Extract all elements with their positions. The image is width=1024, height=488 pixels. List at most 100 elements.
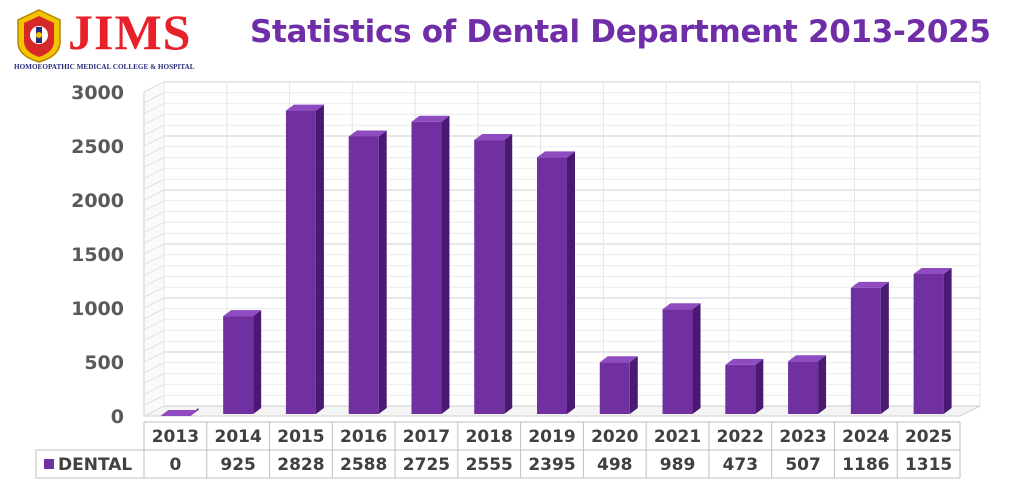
gridline-side bbox=[143, 383, 165, 395]
bar-front bbox=[913, 273, 944, 414]
logo-subtitle: HOMOEOPATHIC MEDICAL COLLEGE & HOSPITAL bbox=[14, 63, 195, 71]
bar bbox=[411, 115, 450, 414]
bar bbox=[599, 356, 638, 414]
gridline-side bbox=[143, 146, 165, 158]
gridline-side bbox=[143, 297, 165, 309]
bar-side bbox=[943, 267, 952, 414]
bar-front bbox=[285, 110, 316, 415]
bar-front bbox=[348, 136, 379, 414]
data-value-label: 498 bbox=[597, 455, 633, 475]
data-value-label: 2555 bbox=[466, 455, 513, 475]
x-category-label: 2022 bbox=[717, 427, 764, 447]
bar-side bbox=[567, 151, 575, 414]
y-tick-label: 1000 bbox=[71, 298, 124, 320]
gridline-side bbox=[143, 373, 165, 385]
bar-top bbox=[160, 410, 199, 416]
x-category-label: 2024 bbox=[842, 427, 889, 447]
data-value-label: 989 bbox=[660, 455, 696, 475]
data-value-label: 0 bbox=[169, 455, 181, 475]
bar-top bbox=[285, 104, 324, 111]
gridline-side bbox=[143, 308, 165, 320]
gridline-side bbox=[143, 340, 165, 352]
x-category-label: 2013 bbox=[152, 427, 199, 447]
bar-side bbox=[378, 130, 387, 414]
y-tick-label: 2000 bbox=[71, 190, 124, 212]
bar-side bbox=[629, 356, 638, 414]
bar bbox=[788, 355, 827, 414]
bar-top bbox=[223, 310, 262, 317]
x-category-label: 2014 bbox=[214, 427, 261, 447]
gridline-side bbox=[143, 394, 165, 406]
chart-title: Statistics of Dental Department 2013-202… bbox=[250, 14, 991, 50]
bar-top bbox=[850, 281, 889, 288]
x-category-label: 2025 bbox=[905, 427, 952, 447]
y-tick-label: 3000 bbox=[71, 82, 124, 104]
gridline-side bbox=[143, 405, 165, 417]
gridline-side bbox=[143, 319, 165, 331]
x-category-label: 2020 bbox=[591, 427, 638, 447]
gridline-side bbox=[143, 103, 165, 115]
bar-top bbox=[599, 356, 638, 363]
data-value-label: 507 bbox=[785, 455, 821, 475]
bar-front bbox=[411, 121, 442, 414]
bar-front bbox=[223, 316, 254, 414]
gridline-side bbox=[143, 329, 165, 341]
x-category-label: 2015 bbox=[277, 427, 324, 447]
bar bbox=[537, 151, 575, 414]
gridline-side bbox=[143, 92, 165, 104]
y-tick-label: 500 bbox=[84, 352, 124, 374]
bar-side bbox=[880, 281, 889, 414]
x-category-label: 2023 bbox=[779, 427, 826, 447]
x-category-label: 2016 bbox=[340, 427, 387, 447]
bar bbox=[474, 134, 513, 414]
bar-front bbox=[788, 361, 819, 414]
bar-top bbox=[788, 355, 827, 362]
y-tick-label: 0 bbox=[111, 406, 124, 428]
gridline-side bbox=[143, 189, 165, 201]
data-value-label: 2828 bbox=[277, 455, 324, 475]
bar-top bbox=[662, 303, 701, 310]
bar-side bbox=[692, 303, 701, 414]
bar-side bbox=[253, 310, 262, 414]
gridline-side bbox=[143, 157, 165, 169]
y-tick-label: 1500 bbox=[71, 244, 124, 266]
gridline-side bbox=[143, 243, 165, 255]
bar-front bbox=[662, 309, 693, 414]
bar bbox=[223, 310, 262, 414]
y-tick-label: 2500 bbox=[71, 136, 124, 158]
data-value-label: 2395 bbox=[528, 455, 575, 475]
bar-top bbox=[411, 115, 450, 122]
data-table: DENTAL 2013 0 2014 925 2015 2828 2016 2588 2017 27… bbox=[35, 421, 961, 479]
bar-side bbox=[504, 134, 513, 414]
x-category-label: 2018 bbox=[466, 427, 513, 447]
bar bbox=[913, 267, 952, 414]
bar bbox=[850, 281, 889, 414]
gridline-side bbox=[143, 135, 165, 147]
legend-series-name: DENTAL bbox=[58, 455, 132, 475]
bar-front bbox=[599, 362, 630, 414]
data-value-label: 473 bbox=[723, 455, 759, 475]
bar-top bbox=[913, 267, 952, 274]
data-value-label: 1315 bbox=[905, 455, 952, 475]
legend-key bbox=[44, 459, 54, 469]
logo-wordmark: JIMS bbox=[68, 4, 192, 60]
college-seal-icon bbox=[17, 9, 61, 63]
gridline-side bbox=[143, 200, 165, 212]
bar-front bbox=[474, 140, 505, 414]
bar-front bbox=[850, 287, 881, 414]
gridline-side bbox=[143, 124, 165, 136]
bar-top bbox=[537, 151, 575, 158]
data-value-label: 925 bbox=[220, 455, 256, 475]
gridline-side bbox=[143, 362, 165, 374]
bar-top bbox=[725, 358, 764, 365]
x-category-label: 2017 bbox=[403, 427, 450, 447]
bar bbox=[285, 104, 324, 415]
bars bbox=[160, 104, 952, 416]
gridline-side bbox=[143, 113, 165, 125]
bar-side bbox=[818, 355, 827, 414]
data-value-label: 2725 bbox=[403, 455, 450, 475]
bar bbox=[348, 130, 387, 414]
bar-front bbox=[725, 364, 756, 414]
bar bbox=[160, 408, 199, 416]
